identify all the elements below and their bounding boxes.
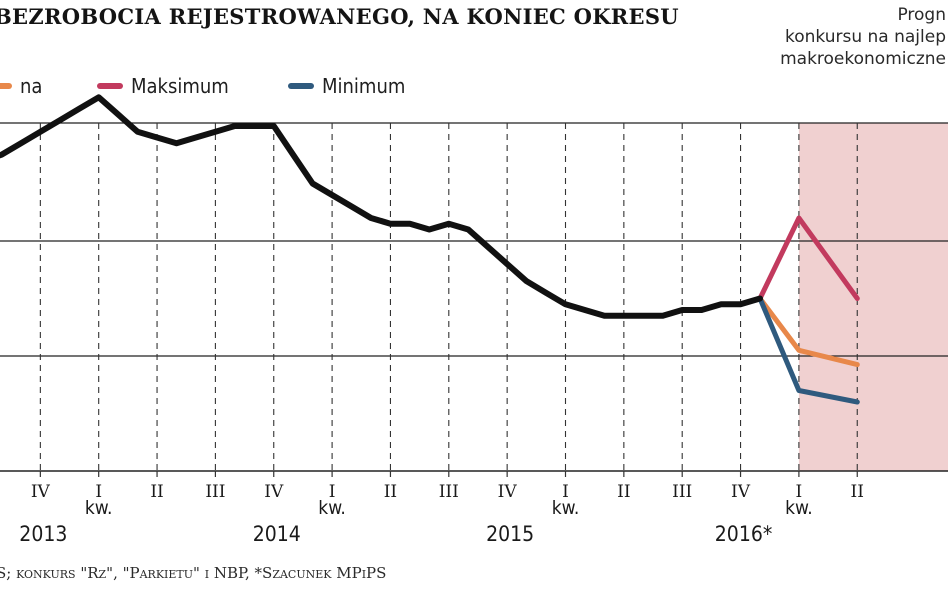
forecast-note: Progn konkursu na najlep makroekonomiczn…	[780, 4, 946, 70]
year-label: 2015	[486, 522, 534, 546]
year-label: 2016*	[715, 522, 773, 546]
chart-title: BEZROBOCIA REJESTROWANEGO, NA KONIEC OKR…	[0, 4, 679, 29]
x-tick-label-prefix: kw.	[785, 497, 813, 519]
x-tick-label-prefix: kw.	[552, 497, 580, 519]
year-label: 2014	[253, 522, 301, 546]
source-note: S; konkurs "Rz", "Parkietu" i NBP, *Szac…	[0, 564, 387, 582]
series-line-actual	[0, 94, 763, 319]
x-tick-label-prefix: kw.	[85, 497, 113, 519]
legend-item-max: Maksimum	[97, 74, 229, 98]
series-line-min	[757, 296, 860, 405]
x-tick-label: III	[439, 482, 459, 502]
x-tick-label: II	[384, 482, 397, 502]
x-tick-label: I	[796, 482, 803, 502]
forecast-note-line: Progn	[897, 5, 946, 25]
x-tick-label: IV	[498, 482, 518, 502]
forecast-region	[798, 123, 948, 471]
x-tick-label: IV	[731, 482, 751, 502]
legend-item-median: na	[0, 74, 42, 98]
year-label: 2013	[19, 522, 67, 546]
x-tick-label: I	[329, 482, 336, 502]
x-tick-label: II	[851, 482, 864, 502]
x-tick-label: II	[150, 482, 163, 502]
legend-item-min: Minimum	[288, 74, 405, 98]
legend-swatch-min	[288, 83, 314, 89]
legend-swatch-median	[0, 83, 12, 89]
forecast-note-line: makroekonomiczne	[780, 49, 946, 69]
series-line-max	[757, 215, 860, 301]
legend-label-median: na	[20, 74, 43, 98]
x-tick-label-prefix: kw.	[318, 497, 346, 519]
series-line-median	[757, 296, 860, 368]
forecast-note-line: konkursu na najlep	[784, 27, 946, 47]
legend-label-min: Minimum	[322, 74, 406, 98]
legend-label-max: Maksimum	[131, 74, 229, 98]
x-tick-label: I	[562, 482, 569, 502]
x-tick-label: I	[95, 482, 102, 502]
legend-swatch-max	[97, 83, 123, 89]
x-tick-label: II	[617, 482, 630, 502]
x-tick-label: IV	[264, 482, 284, 502]
x-tick-label: III	[205, 482, 225, 502]
x-tick-label: IV	[31, 482, 51, 502]
x-tick-label: III	[672, 482, 692, 502]
